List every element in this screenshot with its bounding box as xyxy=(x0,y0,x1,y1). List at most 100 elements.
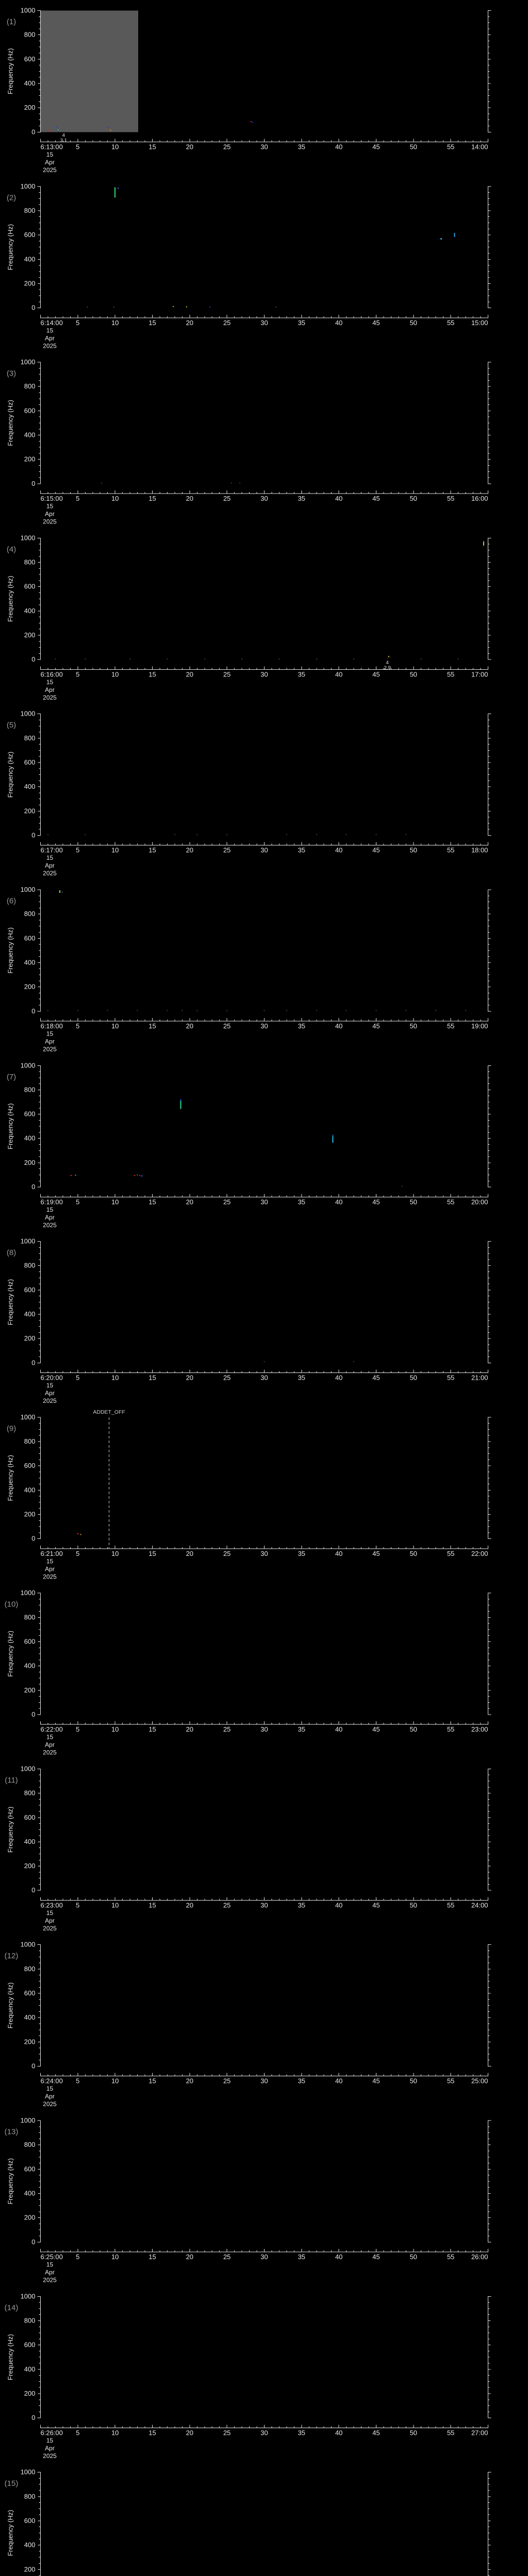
svg-text:35: 35 xyxy=(298,1725,305,1733)
svg-text:40: 40 xyxy=(335,2253,342,2261)
svg-text:400: 400 xyxy=(24,607,36,615)
svg-text:55: 55 xyxy=(447,1901,454,1909)
svg-text:Frequency (Hz): Frequency (Hz) xyxy=(6,2334,14,2380)
svg-text:15: 15 xyxy=(148,1550,156,1557)
svg-text:6:17:00: 6:17:00 xyxy=(41,846,63,854)
svg-text:35: 35 xyxy=(298,1550,305,1557)
svg-text:Apr: Apr xyxy=(45,1917,55,1924)
svg-text:Frequency (Hz): Frequency (Hz) xyxy=(6,1279,14,1326)
svg-text:30: 30 xyxy=(260,1374,268,1382)
svg-text:15: 15 xyxy=(148,1374,156,1382)
svg-text:15:00: 15:00 xyxy=(471,319,488,327)
svg-text:30: 30 xyxy=(260,319,268,327)
svg-text:5: 5 xyxy=(76,670,79,678)
svg-text:2025: 2025 xyxy=(43,870,57,877)
svg-text:35: 35 xyxy=(298,1198,305,1206)
svg-text:20: 20 xyxy=(186,670,193,678)
svg-text:45: 45 xyxy=(372,1550,380,1557)
svg-text:600: 600 xyxy=(24,2517,36,2524)
svg-text:0: 0 xyxy=(31,1183,35,1191)
svg-text:45: 45 xyxy=(372,846,380,854)
svg-text:55: 55 xyxy=(447,1725,454,1733)
svg-text:45: 45 xyxy=(372,2077,380,2085)
svg-text:5: 5 xyxy=(76,2253,79,2261)
svg-text:2.9: 2.9 xyxy=(384,665,391,671)
svg-text:1000: 1000 xyxy=(21,358,36,366)
svg-text:25: 25 xyxy=(223,1901,230,1909)
svg-text:2025: 2025 xyxy=(43,1046,57,1053)
svg-text:0: 0 xyxy=(31,832,35,839)
svg-text:40: 40 xyxy=(335,2077,342,2085)
svg-text:600: 600 xyxy=(24,1814,36,1821)
svg-text:50: 50 xyxy=(410,2429,417,2436)
svg-text:800: 800 xyxy=(24,558,36,566)
svg-text:200: 200 xyxy=(24,279,36,287)
svg-text:55: 55 xyxy=(447,319,454,327)
svg-text:600: 600 xyxy=(24,758,36,766)
svg-text:20: 20 xyxy=(186,1550,193,1557)
svg-text:45: 45 xyxy=(372,143,380,151)
svg-text:600: 600 xyxy=(24,2341,36,2349)
svg-text:55: 55 xyxy=(447,846,454,854)
svg-text:800: 800 xyxy=(24,1437,36,1445)
svg-text:55: 55 xyxy=(447,1022,454,1030)
svg-text:600: 600 xyxy=(24,583,36,590)
svg-text:1000: 1000 xyxy=(21,534,36,541)
svg-text:1000: 1000 xyxy=(21,182,36,190)
svg-text:(14): (14) xyxy=(5,2303,19,2312)
svg-text:1000: 1000 xyxy=(21,2292,36,2300)
svg-text:600: 600 xyxy=(24,406,36,414)
svg-text:6:26:00: 6:26:00 xyxy=(41,2429,63,2436)
svg-text:200: 200 xyxy=(24,1511,36,1518)
svg-text:35: 35 xyxy=(298,319,305,327)
svg-text:45: 45 xyxy=(372,319,380,327)
svg-text:30: 30 xyxy=(260,2429,268,2436)
svg-text:10: 10 xyxy=(111,1725,119,1733)
svg-text:50: 50 xyxy=(410,2077,417,2085)
svg-text:1000: 1000 xyxy=(21,1765,36,1772)
svg-text:2025: 2025 xyxy=(43,342,57,349)
svg-text:5: 5 xyxy=(76,143,79,151)
svg-text:50: 50 xyxy=(410,1901,417,1909)
svg-text:20: 20 xyxy=(186,1022,193,1030)
svg-text:15: 15 xyxy=(148,1901,156,1909)
svg-text:40: 40 xyxy=(335,1374,342,1382)
svg-text:45: 45 xyxy=(372,1374,380,1382)
svg-text:200: 200 xyxy=(24,2038,36,2045)
svg-text:40: 40 xyxy=(335,1901,342,1909)
svg-text:800: 800 xyxy=(24,207,36,214)
svg-text:55: 55 xyxy=(447,495,454,502)
svg-text:6:25:00: 6:25:00 xyxy=(41,2253,63,2261)
svg-text:ADDET_OFF: ADDET_OFF xyxy=(93,1409,125,1415)
svg-text:30: 30 xyxy=(260,2077,268,2085)
svg-text:6:16:00: 6:16:00 xyxy=(41,670,63,678)
svg-text:15: 15 xyxy=(46,151,54,158)
svg-text:35: 35 xyxy=(298,846,305,854)
svg-text:15: 15 xyxy=(148,670,156,678)
svg-text:40: 40 xyxy=(335,1550,342,1557)
svg-text:(13): (13) xyxy=(5,2128,19,2137)
svg-text:30: 30 xyxy=(260,143,268,151)
svg-text:1000: 1000 xyxy=(21,710,36,718)
svg-text:5: 5 xyxy=(76,1374,79,1382)
svg-text:(1): (1) xyxy=(7,18,16,26)
svg-text:5: 5 xyxy=(76,1725,79,1733)
svg-text:50: 50 xyxy=(410,319,417,327)
svg-text:10: 10 xyxy=(111,1374,119,1382)
svg-text:10: 10 xyxy=(111,495,119,502)
svg-text:24:00: 24:00 xyxy=(471,1901,488,1909)
svg-text:5: 5 xyxy=(76,2077,79,2085)
svg-text:5: 5 xyxy=(76,1550,79,1557)
svg-text:600: 600 xyxy=(24,2165,36,2173)
svg-text:50: 50 xyxy=(410,1725,417,1733)
svg-text:200: 200 xyxy=(24,2389,36,2397)
svg-text:45: 45 xyxy=(372,1022,380,1030)
svg-text:Frequency (Hz): Frequency (Hz) xyxy=(6,2158,14,2205)
svg-text:45: 45 xyxy=(372,2253,380,2261)
svg-text:Apr: Apr xyxy=(45,2445,55,2452)
svg-text:10: 10 xyxy=(111,2253,119,2261)
svg-text:Frequency (Hz): Frequency (Hz) xyxy=(6,1631,14,1677)
svg-text:18:00: 18:00 xyxy=(471,846,488,854)
svg-text:19:00: 19:00 xyxy=(471,1022,488,1030)
svg-text:2025: 2025 xyxy=(43,1925,57,1932)
